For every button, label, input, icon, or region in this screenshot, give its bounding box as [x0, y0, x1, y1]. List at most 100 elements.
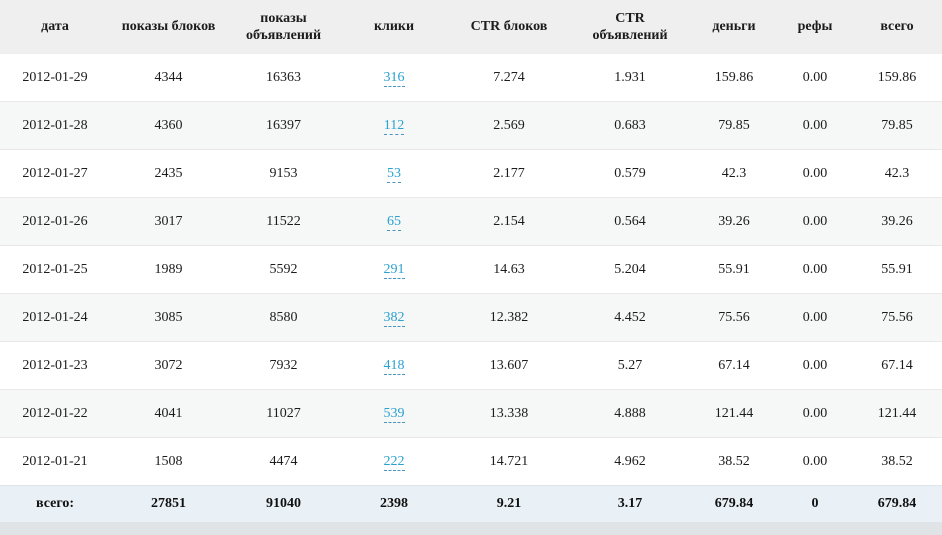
cell-total: 42.3 — [852, 149, 942, 198]
cell-ctr-blocks: 2.177 — [448, 149, 570, 198]
cell-block-shows: 3085 — [110, 293, 227, 342]
clicks-link[interactable]: 291 — [383, 261, 405, 279]
cell-total: 67.14 — [852, 341, 942, 390]
cell-money: 55.91 — [690, 245, 778, 294]
cell-ctr-ads: 4.888 — [570, 389, 690, 438]
table-row: 2012-01-29 4344 16363 316 7.274 1.931 159.86 0.… — [0, 54, 942, 102]
cell-clicks: 291 — [340, 245, 448, 294]
cell-total: 79.85 — [852, 101, 942, 150]
cell-date: 2012-01-24 — [0, 293, 110, 342]
cell-ctr-ads: 5.27 — [570, 341, 690, 390]
totals-block-shows: 27851 — [110, 485, 227, 522]
cell-total: 121.44 — [852, 389, 942, 438]
cell-ctr-ads: 5.204 — [570, 245, 690, 294]
cell-ctr-blocks: 13.607 — [448, 341, 570, 390]
cell-money: 42.3 — [690, 149, 778, 198]
cell-ctr-blocks: 14.721 — [448, 437, 570, 486]
cell-block-shows: 1989 — [110, 245, 227, 294]
cell-total: 55.91 — [852, 245, 942, 294]
cell-money: 79.85 — [690, 101, 778, 150]
cell-total: 159.86 — [852, 54, 942, 102]
cell-ad-shows: 16363 — [227, 54, 340, 102]
totals-ad-shows: 91040 — [227, 485, 340, 522]
totals-ctr-blocks: 9.21 — [448, 485, 570, 522]
cell-refs: 0.00 — [778, 437, 852, 486]
clicks-link[interactable]: 539 — [383, 405, 405, 423]
cell-clicks: 539 — [340, 389, 448, 438]
totals-ctr-ads: 3.17 — [570, 485, 690, 522]
cell-money: 75.56 — [690, 293, 778, 342]
column-header-date: дата — [0, 0, 110, 54]
cell-ctr-blocks: 7.274 — [448, 54, 570, 102]
cell-ctr-ads: 0.683 — [570, 101, 690, 150]
cell-ad-shows: 11522 — [227, 197, 340, 246]
cell-clicks: 418 — [340, 341, 448, 390]
table-row: 2012-01-23 3072 7932 418 13.607 5.27 67.14 0.00… — [0, 341, 942, 390]
cell-refs: 0.00 — [778, 389, 852, 438]
cell-ad-shows: 11027 — [227, 389, 340, 438]
column-header-refs: рефы — [778, 0, 852, 54]
cell-date: 2012-01-29 — [0, 54, 110, 102]
cell-date: 2012-01-26 — [0, 197, 110, 246]
cell-ctr-ads: 0.564 — [570, 197, 690, 246]
cell-ctr-ads: 0.579 — [570, 149, 690, 198]
header-row: дата показы блоков показы объявлений клики C… — [0, 0, 942, 54]
cell-money: 39.26 — [690, 197, 778, 246]
clicks-link[interactable]: 418 — [383, 357, 405, 375]
table-row: 2012-01-26 3017 11522 65 2.154 0.564 39.26 0.00… — [0, 197, 942, 246]
cell-ctr-blocks: 14.63 — [448, 245, 570, 294]
cell-money: 67.14 — [690, 341, 778, 390]
cell-ctr-ads: 4.452 — [570, 293, 690, 342]
cell-ctr-ads: 1.931 — [570, 54, 690, 102]
cell-refs: 0.00 — [778, 54, 852, 102]
cell-money: 121.44 — [690, 389, 778, 438]
table-row: 2012-01-28 4360 16397 112 2.569 0.683 79.85 0.0… — [0, 101, 942, 150]
cell-ctr-blocks: 2.154 — [448, 197, 570, 246]
totals-clicks: 2398 — [340, 485, 448, 522]
cell-date: 2012-01-27 — [0, 149, 110, 198]
column-header-clicks: клики — [340, 0, 448, 54]
page-bottom-strip — [0, 522, 942, 535]
cell-total: 38.52 — [852, 437, 942, 486]
cell-clicks: 65 — [340, 197, 448, 246]
cell-block-shows: 4041 — [110, 389, 227, 438]
cell-ad-shows: 5592 — [227, 245, 340, 294]
totals-label: всего: — [0, 485, 110, 522]
clicks-link[interactable]: 53 — [387, 165, 401, 183]
table-footer: всего: 27851 91040 2398 9.21 3.17 679.84 0 679.8… — [0, 485, 942, 522]
cell-date: 2012-01-23 — [0, 341, 110, 390]
cell-clicks: 112 — [340, 101, 448, 150]
clicks-link[interactable]: 316 — [383, 69, 405, 87]
table-row: 2012-01-22 4041 11027 539 13.338 4.888 121.44 0… — [0, 389, 942, 438]
cell-refs: 0.00 — [778, 341, 852, 390]
cell-date: 2012-01-21 — [0, 437, 110, 486]
cell-clicks: 222 — [340, 437, 448, 486]
cell-block-shows: 1508 — [110, 437, 227, 486]
clicks-link[interactable]: 112 — [383, 117, 405, 135]
clicks-link[interactable]: 222 — [383, 453, 405, 471]
clicks-link[interactable]: 65 — [387, 213, 401, 231]
cell-date: 2012-01-22 — [0, 389, 110, 438]
table-body: 2012-01-29 4344 16363 316 7.274 1.931 159.86 0.… — [0, 54, 942, 486]
cell-money: 159.86 — [690, 54, 778, 102]
cell-ctr-blocks: 2.569 — [448, 101, 570, 150]
totals-money: 679.84 — [690, 485, 778, 522]
clicks-link[interactable]: 382 — [383, 309, 405, 327]
cell-total: 75.56 — [852, 293, 942, 342]
cell-block-shows: 4344 — [110, 54, 227, 102]
table-row: 2012-01-21 1508 4474 222 14.721 4.962 38.52 0.0… — [0, 437, 942, 486]
cell-ad-shows: 8580 — [227, 293, 340, 342]
table-row: 2012-01-24 3085 8580 382 12.382 4.452 75.56 0.0… — [0, 293, 942, 342]
cell-money: 38.52 — [690, 437, 778, 486]
cell-ctr-blocks: 12.382 — [448, 293, 570, 342]
table-row: 2012-01-25 1989 5592 291 14.63 5.204 55.91 0.00… — [0, 245, 942, 294]
cell-block-shows: 3017 — [110, 197, 227, 246]
cell-refs: 0.00 — [778, 293, 852, 342]
totals-refs: 0 — [778, 485, 852, 522]
cell-refs: 0.00 — [778, 197, 852, 246]
column-header-ctr-ads: CTR объявлений — [570, 0, 690, 54]
cell-refs: 0.00 — [778, 149, 852, 198]
stats-table: дата показы блоков показы объявлений клики C… — [0, 0, 942, 522]
column-header-ctr-blocks: CTR блоков — [448, 0, 570, 54]
